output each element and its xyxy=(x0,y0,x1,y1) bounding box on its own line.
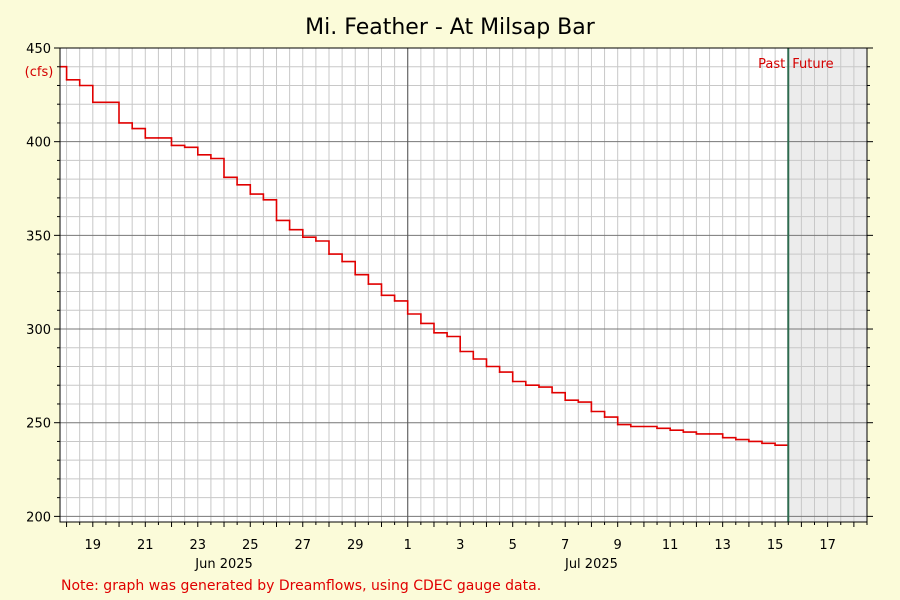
plot-border xyxy=(59,47,868,523)
y-tick-label: 250 xyxy=(26,417,51,432)
x-tick-label: 21 xyxy=(137,538,154,553)
data-point xyxy=(131,127,133,130)
data-point xyxy=(249,193,252,195)
data-point xyxy=(472,358,475,360)
data-point xyxy=(511,380,514,383)
x-tick-label: 19 xyxy=(85,538,102,553)
data-point xyxy=(538,386,540,388)
x-tick-label: 29 xyxy=(347,538,364,553)
data-point xyxy=(105,101,107,104)
data-point xyxy=(144,137,147,139)
data-point xyxy=(275,219,278,222)
x-tick-label: 9 xyxy=(614,538,622,553)
month-label: Jul 2025 xyxy=(564,557,618,572)
x-tick-labels: 19 21 23 25 27 29 1 3 5 7 9 11 13 15 17 xyxy=(85,538,836,553)
data-point xyxy=(65,79,68,81)
data-point xyxy=(630,425,632,428)
y-tick-labels: 200 250 300 350 400 450 xyxy=(26,42,51,525)
data-point xyxy=(197,154,199,156)
x-tick-label: 5 xyxy=(509,538,517,553)
month-label: Jun 2025 xyxy=(194,557,253,572)
x-tick-label: 13 xyxy=(714,538,731,553)
y-tick-label: 300 xyxy=(26,323,51,338)
x-tick-label: 27 xyxy=(294,538,311,553)
data-point xyxy=(485,365,488,368)
data-point xyxy=(302,236,304,238)
data-point xyxy=(708,433,711,435)
data-point xyxy=(525,384,527,387)
past-label: Past xyxy=(758,57,785,72)
unit-label: (cfs) xyxy=(25,65,54,80)
plot-area xyxy=(60,48,867,522)
x-tick-label: 15 xyxy=(767,538,784,553)
y-tick-label: 200 xyxy=(26,510,51,525)
x-tick-label: 3 xyxy=(456,538,464,553)
data-point xyxy=(498,371,501,373)
data-point xyxy=(92,101,94,104)
data-point xyxy=(328,253,330,255)
data-point xyxy=(367,283,370,285)
data-point xyxy=(577,401,580,403)
data-point xyxy=(78,84,81,87)
footer-note: Note: graph was generated by Dreamflows,… xyxy=(61,578,541,594)
data-point xyxy=(223,176,225,179)
data-point xyxy=(735,438,737,441)
chart-title: Mi. Feather - At Milsap Bar xyxy=(305,15,596,40)
data-point xyxy=(354,273,357,276)
data-point xyxy=(603,416,606,418)
data-point xyxy=(656,427,658,430)
data-point xyxy=(393,300,396,302)
data-point xyxy=(183,146,186,149)
data-point xyxy=(748,440,750,443)
data-point xyxy=(406,313,409,315)
data-point xyxy=(288,228,291,231)
data-point xyxy=(564,399,566,402)
data-point xyxy=(380,294,383,297)
series-layer xyxy=(59,65,790,447)
future-label: Future xyxy=(792,57,833,72)
data-point xyxy=(761,442,763,445)
y-tick-label: 450 xyxy=(26,42,51,57)
x-tick-label: 17 xyxy=(819,538,836,553)
x-tick-label: 23 xyxy=(190,538,207,553)
data-point xyxy=(210,157,212,160)
data-point xyxy=(446,335,448,338)
data-point xyxy=(616,423,619,426)
data-point xyxy=(315,240,317,242)
data-point xyxy=(459,350,462,353)
data-point xyxy=(774,444,776,447)
data-point xyxy=(695,433,698,435)
data-point xyxy=(590,410,593,413)
y-tick-label: 400 xyxy=(26,136,51,151)
data-point xyxy=(682,431,685,433)
data-point xyxy=(420,322,422,325)
data-point xyxy=(643,425,645,428)
data-point xyxy=(341,260,343,263)
data-point xyxy=(721,436,724,439)
x-tick-label: 7 xyxy=(561,538,569,553)
x-tick-label: 25 xyxy=(242,538,259,553)
grid xyxy=(60,47,868,522)
data-point xyxy=(170,144,173,147)
data-point xyxy=(157,137,160,139)
x-tick-label: 1 xyxy=(404,538,412,553)
data-point xyxy=(118,122,120,124)
data-point xyxy=(433,332,435,334)
data-point xyxy=(551,391,553,394)
data-point xyxy=(669,429,671,432)
x-tick-label: 11 xyxy=(662,538,679,553)
data-point xyxy=(262,199,265,201)
month-labels: Jun 2025 Jul 2025 xyxy=(194,557,618,572)
data-point xyxy=(236,184,238,186)
y-tick-label: 350 xyxy=(26,229,51,244)
